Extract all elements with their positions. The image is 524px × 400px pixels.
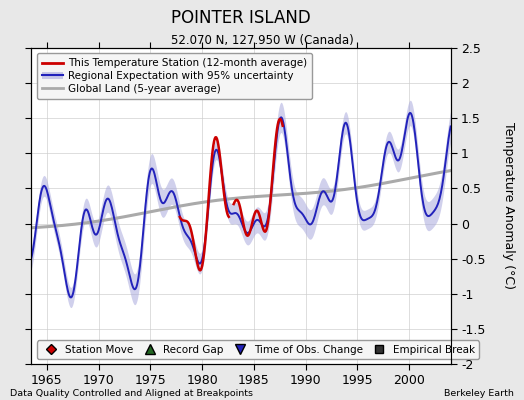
Text: 52.070 N, 127.950 W (Canada): 52.070 N, 127.950 W (Canada) (171, 34, 353, 47)
Text: Data Quality Controlled and Aligned at Breakpoints: Data Quality Controlled and Aligned at B… (10, 389, 254, 398)
Y-axis label: Temperature Anomaly (°C): Temperature Anomaly (°C) (502, 122, 515, 290)
Legend: Station Move, Record Gap, Time of Obs. Change, Empirical Break: Station Move, Record Gap, Time of Obs. C… (37, 340, 479, 359)
Text: Berkeley Earth: Berkeley Earth (444, 389, 514, 398)
Title: POINTER ISLAND: POINTER ISLAND (171, 9, 311, 27)
